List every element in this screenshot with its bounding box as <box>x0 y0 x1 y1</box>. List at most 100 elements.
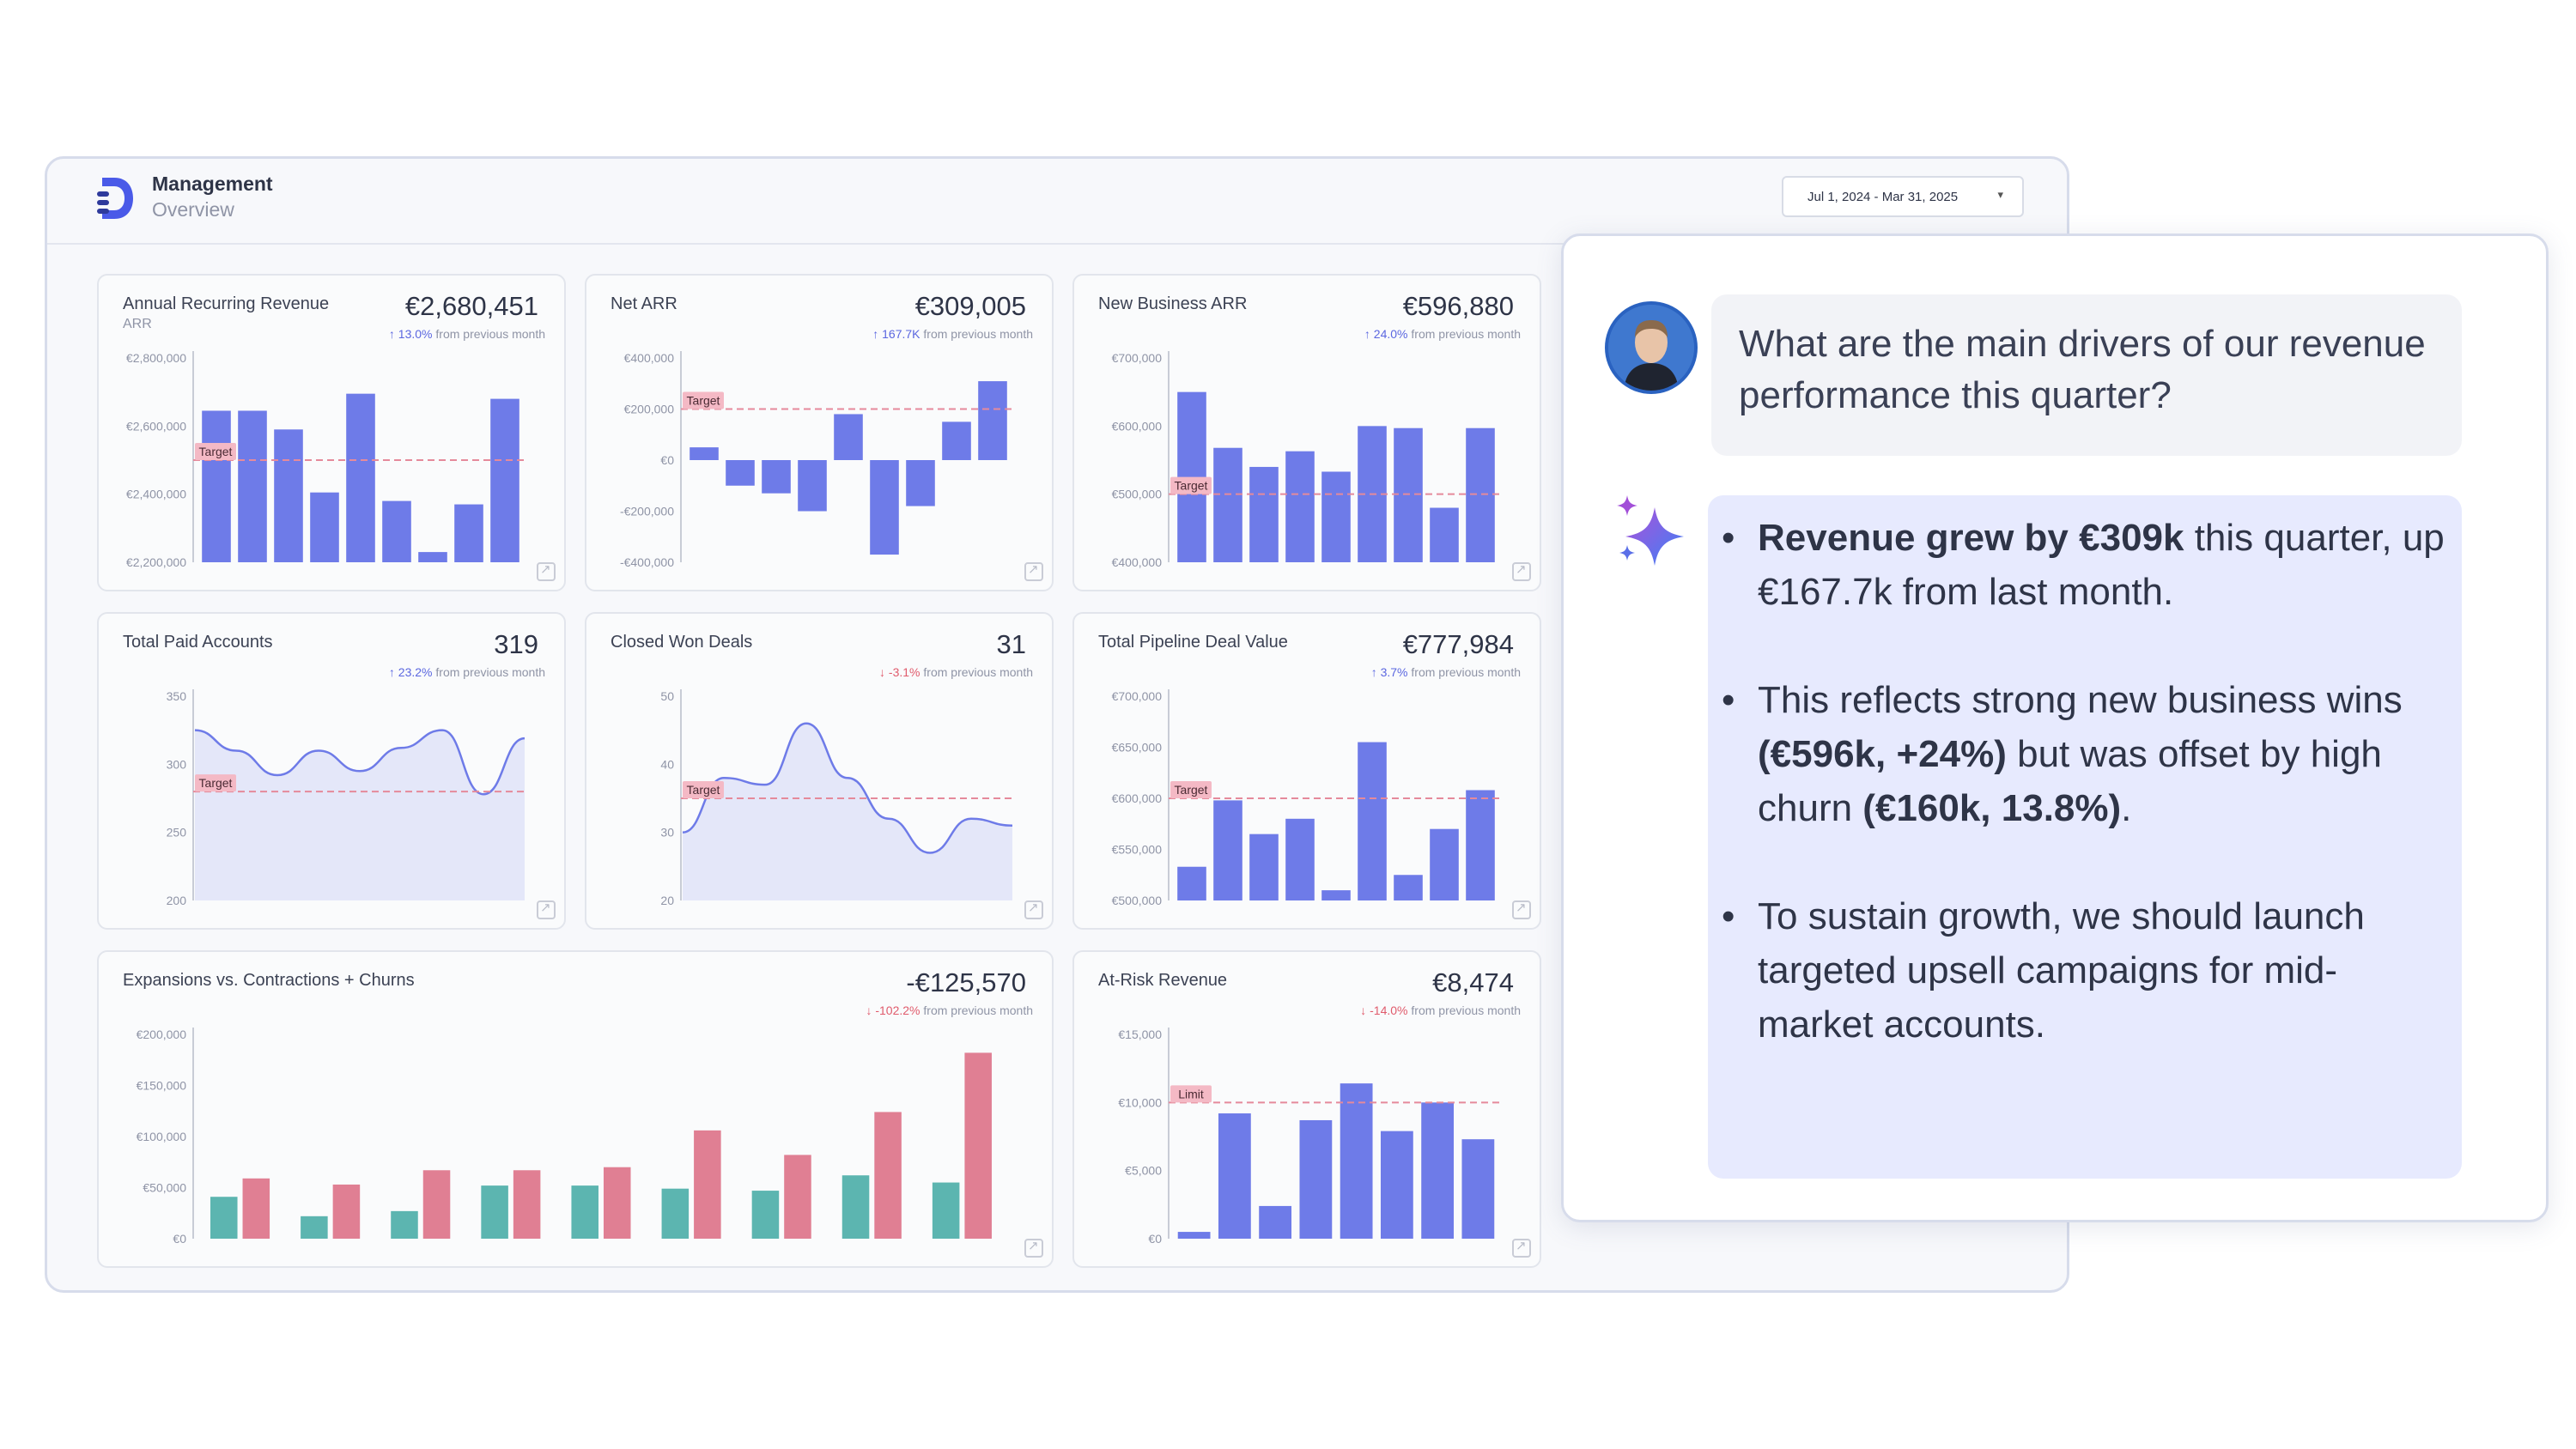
expand-icon[interactable] <box>1512 1238 1531 1258</box>
target-badge <box>1170 781 1212 798</box>
expand-icon[interactable] <box>537 900 556 919</box>
bar <box>726 460 755 486</box>
bar <box>906 460 935 506</box>
card-value: €596,880 <box>1402 291 1514 321</box>
card-value: €309,005 <box>914 291 1026 321</box>
y-tick-label: 350 <box>167 689 187 703</box>
y-tick-label: €2,800,000 <box>126 351 186 365</box>
bar <box>274 429 303 562</box>
card-delta: ↓ -14.0% from previous month <box>1360 1003 1521 1017</box>
contraction-bar <box>513 1170 541 1239</box>
card-delta: ↑ 13.0% from previous month <box>389 327 545 341</box>
expansion-bar <box>301 1216 328 1239</box>
expansions-chart: €200,000 €150,000 €100,000 €50,000 €0 <box>137 1028 992 1246</box>
expansion-bar <box>210 1197 238 1239</box>
expand-icon[interactable] <box>1512 900 1531 919</box>
question-bubble: What are the main drivers of our revenue… <box>1711 294 2462 456</box>
expansion-bar <box>571 1185 598 1239</box>
ai-chat-panel: What are the main drivers of our revenue… <box>1561 233 2549 1222</box>
closed-won-chart: 50 40 30 20 Target <box>660 689 1014 907</box>
card-new-business[interactable]: New Business ARR €596,880 ↑ 24.0% from p… <box>1072 274 1541 591</box>
bar <box>834 414 863 460</box>
bar <box>1259 1205 1292 1239</box>
expansion-bar <box>841 1175 870 1239</box>
contraction-bar <box>964 1052 992 1239</box>
delta-value: 167.7K <box>882 327 920 341</box>
card-value: 31 <box>996 629 1026 659</box>
card-net-arr[interactable]: Net ARR €309,005 ↑ 167.7K from previous … <box>585 274 1054 591</box>
contraction-bar <box>332 1184 361 1239</box>
expand-icon[interactable] <box>1512 561 1531 581</box>
bar <box>1218 1113 1251 1239</box>
contraction-bar <box>784 1155 811 1239</box>
paid-accounts-chart: 350 300 250 200 Target <box>167 689 526 907</box>
y-tick-label: €200,000 <box>624 403 675 416</box>
y-tick-label: €2,600,000 <box>126 419 186 433</box>
bar <box>1285 818 1315 900</box>
answer-bold: Revenue grew by €309k <box>1758 517 2184 559</box>
delta-arrow-icon: ↑ <box>872 327 883 341</box>
y-tick-label: €700,000 <box>1112 689 1163 703</box>
bar <box>1466 790 1495 900</box>
y-tick-label: €600,000 <box>1112 419 1163 433</box>
expansion-bar <box>932 1182 960 1239</box>
card-subtitle: ARR <box>123 317 152 331</box>
bar <box>490 398 519 562</box>
target-label: Target <box>1175 479 1208 493</box>
delta-value: 3.7% <box>1380 665 1408 679</box>
expand-icon[interactable] <box>537 561 556 581</box>
user-avatar-icon <box>1608 305 1694 391</box>
card-delta: ↑ 3.7% from previous month <box>1371 665 1521 679</box>
card-at-risk[interactable]: At-Risk Revenue €8,474 ↓ -14.0% from pre… <box>1072 950 1541 1268</box>
delta-text: from previous month <box>923 1003 1033 1017</box>
y-tick-label: €0 <box>1148 1232 1162 1246</box>
y-tick-label: €2,400,000 <box>126 488 186 501</box>
expansion-bar <box>661 1188 690 1239</box>
card-value: €2,680,451 <box>404 291 538 321</box>
bar <box>798 460 827 512</box>
bar <box>1394 875 1423 900</box>
bar <box>382 500 411 562</box>
y-tick-label: €400,000 <box>624 351 675 365</box>
arr-chart: €2,800,000 €2,600,000 €2,400,000 €2,200,000… <box>126 351 526 569</box>
bar <box>1299 1119 1333 1239</box>
card-closed-won[interactable]: Closed Won Deals 31 ↓ -3.1% from previou… <box>585 612 1054 930</box>
bar <box>454 504 483 562</box>
target-badge <box>1170 1085 1212 1103</box>
expand-icon[interactable] <box>1024 900 1043 919</box>
card-paid-accounts[interactable]: Total Paid Accounts 319 ↑ 23.2% from pre… <box>97 612 566 930</box>
y-tick-label: €10,000 <box>1118 1095 1162 1109</box>
delta-value: 13.0% <box>398 327 433 341</box>
target-label: Target <box>1175 783 1208 797</box>
answer-bubble: Revenue grew by €309k this quarter, up €… <box>1708 495 2462 1179</box>
answer-item: To sustain growth, we should launch targ… <box>1722 889 2445 1052</box>
area-fill <box>195 730 525 900</box>
card-title: Expansions vs. Contractions + Churns <box>123 971 415 990</box>
delta-arrow-icon: ↓ <box>879 665 889 679</box>
y-tick-label: 40 <box>660 757 674 771</box>
card-title: Total Paid Accounts <box>123 633 273 652</box>
bar <box>238 410 267 562</box>
answer-bold: (€596k, +24%) <box>1758 733 2007 775</box>
bar <box>942 421 971 460</box>
card-expansions[interactable]: Expansions vs. Contractions + Churns -€1… <box>97 950 1054 1268</box>
card-arr[interactable]: Annual Recurring Revenue ARR €2,680,451 … <box>97 274 566 591</box>
series-line <box>682 722 1013 854</box>
answer-text: . <box>2121 787 2132 829</box>
answer-item: This reflects strong new business wins (… <box>1722 673 2445 835</box>
contraction-bar <box>242 1178 270 1239</box>
bar <box>762 460 791 494</box>
y-tick-label: €150,000 <box>137 1079 187 1093</box>
expand-icon[interactable] <box>1024 561 1043 581</box>
bar <box>1394 427 1423 562</box>
card-delta: ↑ 24.0% from previous month <box>1364 327 1521 341</box>
card-pipeline[interactable]: Total Pipeline Deal Value €777,984 ↑ 3.7… <box>1072 612 1541 930</box>
expand-icon[interactable] <box>1024 1238 1043 1258</box>
answer-bold: (€160k, 13.8%) <box>1862 787 2122 829</box>
date-range-picker[interactable]: Jul 1, 2024 - Mar 31, 2025 ▾ <box>1782 176 2024 217</box>
delta-arrow-icon: ↑ <box>388 327 398 341</box>
question-text: What are the main drivers of our revenue… <box>1739 323 2426 416</box>
answer-list: Revenue grew by €309k this quarter, up €… <box>1722 511 2445 1106</box>
delta-text: from previous month <box>1411 665 1521 679</box>
delta-text: from previous month <box>923 327 1033 341</box>
